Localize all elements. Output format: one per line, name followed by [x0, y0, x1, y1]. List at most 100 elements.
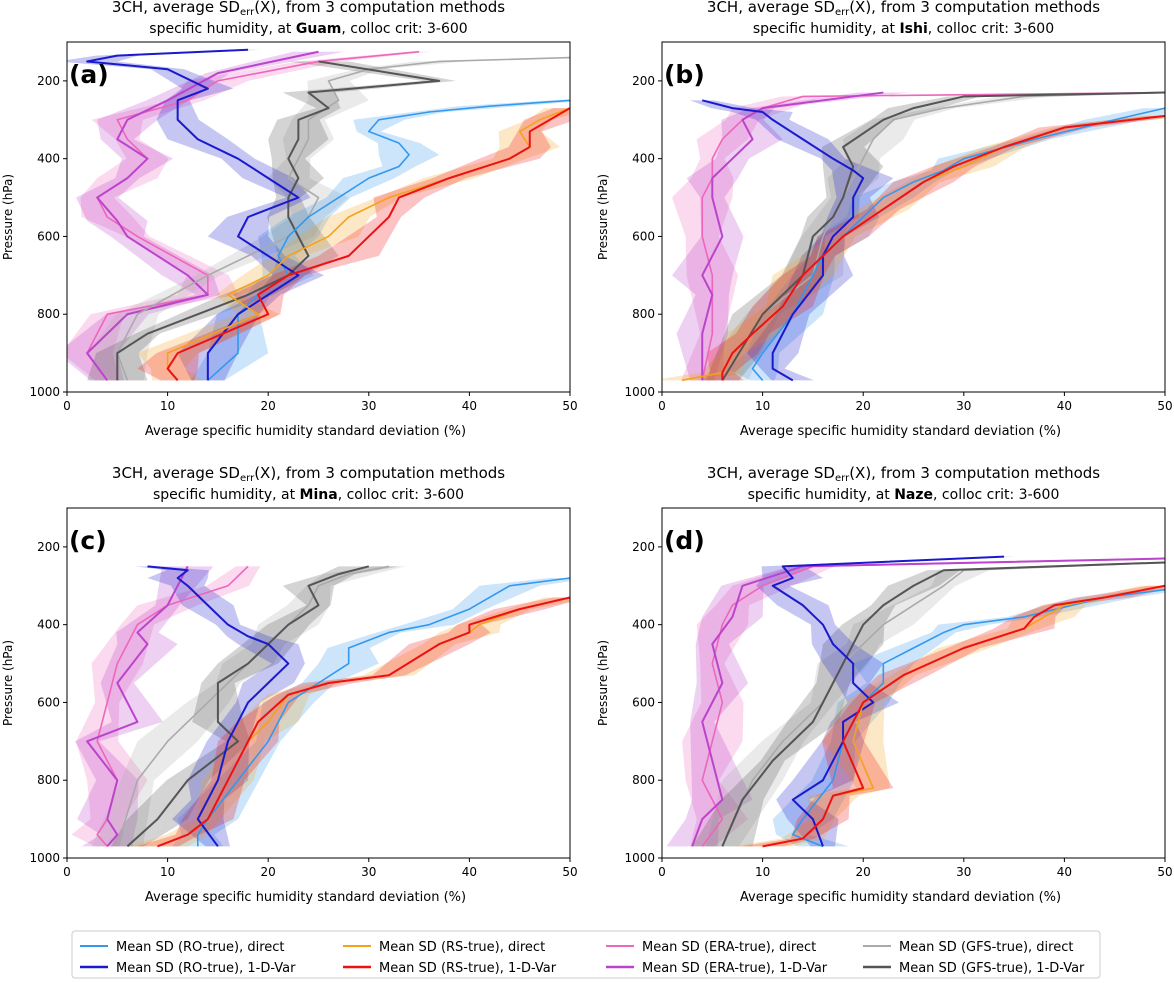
x-tick-label: 20	[261, 399, 276, 413]
x-tick-label: 30	[956, 399, 971, 413]
series-line	[721, 561, 1165, 847]
panel-subtitle: specific humidity, at Guam, colloc crit:…	[149, 21, 467, 37]
y-tick-label: 400	[632, 618, 655, 632]
series-line	[691, 557, 1165, 847]
series-line	[701, 91, 1165, 381]
y-axis-label: Pressure (hPa)	[1, 174, 15, 260]
series-line	[721, 561, 1165, 847]
y-tick-label: 400	[632, 152, 655, 166]
y-tick-label: 600	[37, 229, 60, 243]
uncertainty-band	[662, 115, 1165, 381]
x-tick-label: 50	[562, 865, 577, 879]
series-line	[721, 91, 1165, 381]
chart-panel-1: 3CH, average SDerr(X), from 3 computatio…	[596, 0, 1173, 439]
chart-panel-0: 3CH, average SDerr(X), from 3 computatio…	[1, 0, 578, 439]
panel-label: (b)	[664, 60, 705, 89]
uncertainty-band	[741, 585, 1165, 847]
x-tick-label: 20	[261, 865, 276, 879]
legend-entry-label: Mean SD (RS-true), direct	[379, 940, 545, 955]
uncertainty-band	[672, 92, 909, 381]
uncertainty-band	[696, 92, 1165, 381]
legend: Mean SD (RO-true), direct Mean SD (RO-tru…	[71, 930, 1101, 979]
x-tick-label: 30	[361, 399, 376, 413]
panel-subtitle: specific humidity, at Naze, colloc crit:…	[748, 487, 1060, 503]
uncertainty-band	[87, 57, 570, 381]
uncertainty-band	[705, 92, 1165, 381]
uncertainty-band	[672, 92, 1165, 381]
x-tick-label: 30	[956, 865, 971, 879]
uncertainty-band	[87, 61, 456, 381]
uncertainty-band	[75, 566, 214, 847]
legend-entry-label: Mean SD (GFS-true), 1-D-Var	[899, 961, 1085, 976]
plot-frame	[66, 41, 571, 393]
uncertainty-band	[701, 115, 1165, 381]
y-tick-label: 800	[632, 307, 655, 321]
panel-label: (d)	[664, 526, 705, 555]
y-tick-label: 400	[37, 152, 60, 166]
series-line	[86, 50, 319, 381]
legend-entry-label: Mean SD (RO-true), 1-D-Var	[116, 961, 296, 976]
uncertainty-band	[726, 108, 1165, 381]
y-tick-label: 800	[37, 307, 60, 321]
plot-frame	[661, 41, 1166, 393]
y-tick-label: 600	[632, 695, 655, 709]
panel-title: 3CH, average SDerr(X), from 3 computatio…	[707, 0, 1100, 18]
panel-subtitle: specific humidity, at Mina, colloc crit:…	[153, 487, 464, 503]
series-line	[791, 588, 1165, 848]
x-axis-label: Average specific humidity standard devia…	[145, 424, 466, 439]
panel-label: (c)	[69, 526, 107, 555]
x-tick-label: 0	[658, 865, 666, 879]
series-line	[147, 565, 290, 847]
x-tick-label: 10	[755, 399, 770, 413]
y-tick-label: 1000	[624, 385, 655, 399]
x-tick-label: 0	[63, 865, 71, 879]
series-line	[86, 48, 300, 381]
y-tick-label: 1000	[29, 385, 60, 399]
uncertainty-band	[172, 578, 570, 847]
uncertainty-band	[135, 566, 305, 847]
series-line	[157, 596, 570, 848]
series-line	[126, 565, 370, 848]
x-tick-label: 30	[361, 865, 376, 879]
y-axis-label: Pressure (hPa)	[1, 640, 15, 726]
x-tick-label: 40	[1057, 399, 1072, 413]
series-line	[196, 577, 570, 847]
legend-entry-label: Mean SD (ERA-true), direct	[642, 940, 816, 955]
panel-title: 3CH, average SDerr(X), from 3 computatio…	[112, 464, 505, 484]
series-line	[86, 565, 189, 847]
y-tick-label: 800	[632, 773, 655, 787]
x-tick-label: 40	[462, 399, 477, 413]
uncertainty-band	[91, 566, 406, 847]
x-tick-label: 20	[856, 399, 871, 413]
legend-entry-label: Mean SD (RO-true), direct	[116, 940, 285, 955]
uncertainty-band	[71, 566, 261, 847]
uncertainty-band	[127, 597, 570, 847]
panel-title: 3CH, average SDerr(X), from 3 computatio…	[707, 464, 1100, 484]
y-tick-label: 200	[632, 540, 655, 554]
y-tick-label: 200	[37, 74, 60, 88]
uncertainty-band	[67, 51, 432, 381]
series-line	[701, 99, 865, 382]
uncertainty-band	[682, 558, 1165, 847]
uncertainty-band	[137, 108, 570, 381]
uncertainty-band	[191, 100, 570, 381]
uncertainty-band	[756, 556, 1017, 847]
x-tick-label: 50	[1157, 865, 1172, 879]
uncertainty-band	[666, 558, 1165, 847]
series-line	[96, 565, 249, 847]
series-line	[721, 91, 1165, 381]
x-tick-label: 50	[562, 399, 577, 413]
x-tick-label: 20	[856, 865, 871, 879]
y-tick-label: 400	[37, 618, 60, 632]
legend-entry-label: Mean SD (RS-true), 1-D-Var	[379, 961, 557, 976]
uncertainty-band	[67, 51, 345, 381]
uncertainty-band	[705, 562, 1165, 847]
uncertainty-band	[690, 100, 894, 381]
legend-entry-label: Mean SD (ERA-true), 1-D-Var	[642, 961, 828, 976]
chart-panel-3: 3CH, average SDerr(X), from 3 computatio…	[596, 464, 1173, 905]
series-line	[762, 584, 1165, 848]
series-line	[116, 60, 441, 381]
x-tick-label: 10	[160, 865, 175, 879]
x-axis-label: Average specific humidity standard devia…	[740, 424, 1061, 439]
x-tick-label: 10	[755, 865, 770, 879]
